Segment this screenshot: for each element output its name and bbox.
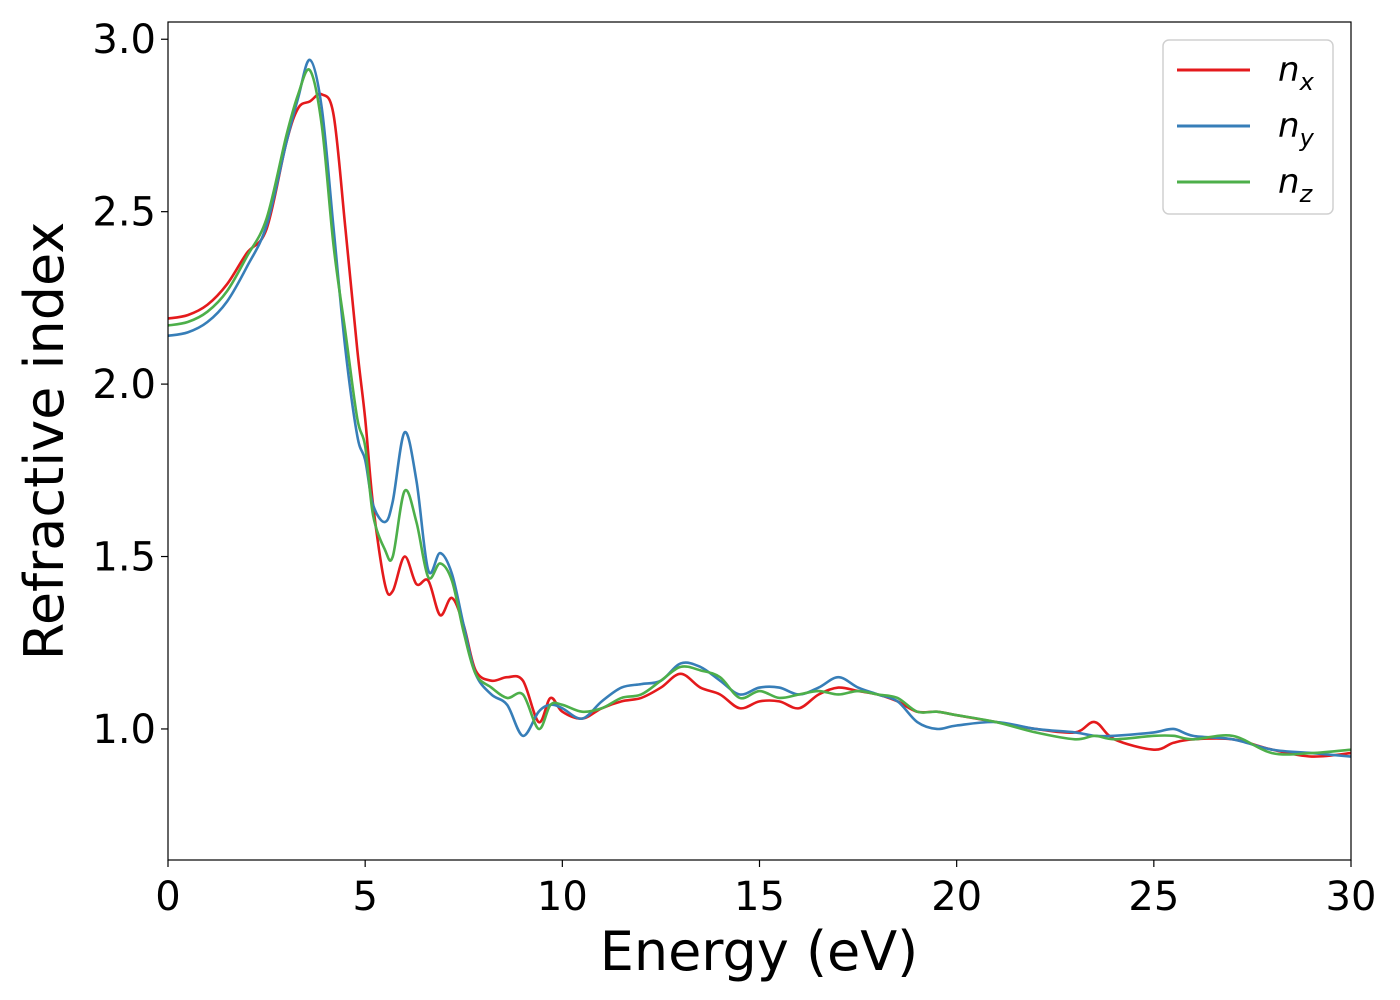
x-tick-label: 5 — [352, 874, 377, 920]
legend: nx ny nz — [1162, 39, 1334, 215]
series-line-z — [167, 68, 1352, 756]
y-axis-label: Refractive index — [13, 222, 76, 661]
x-tick-label: 10 — [537, 874, 588, 920]
y-tick-label: 2.0 — [92, 362, 156, 408]
legend-label-x: nx — [1278, 50, 1315, 96]
series-layer — [167, 58, 1352, 758]
y-tick-label: 2.5 — [92, 190, 156, 236]
x-tick-label: 25 — [1128, 874, 1179, 920]
x-tick-label: 20 — [931, 874, 982, 920]
y-tick-label: 1.5 — [92, 535, 156, 581]
legend-label-z: nz — [1278, 162, 1314, 208]
x-tick-label: 30 — [1326, 874, 1377, 920]
legend-label-y: ny — [1278, 106, 1315, 152]
x-tick-label: 15 — [734, 874, 785, 920]
legend-items: nx ny nz — [1177, 50, 1315, 208]
y-axis: 1.0 1.5 2.0 2.5 3.0 — [92, 17, 168, 753]
y-tick-label: 1.0 — [92, 707, 156, 753]
x-axis: 0 5 10 15 20 25 30 — [155, 860, 1376, 920]
y-tick-label: 3.0 — [92, 17, 156, 63]
series-line-y — [167, 58, 1352, 758]
x-tick-label: 0 — [155, 874, 180, 920]
x-axis-label: Energy (eV) — [600, 920, 919, 983]
